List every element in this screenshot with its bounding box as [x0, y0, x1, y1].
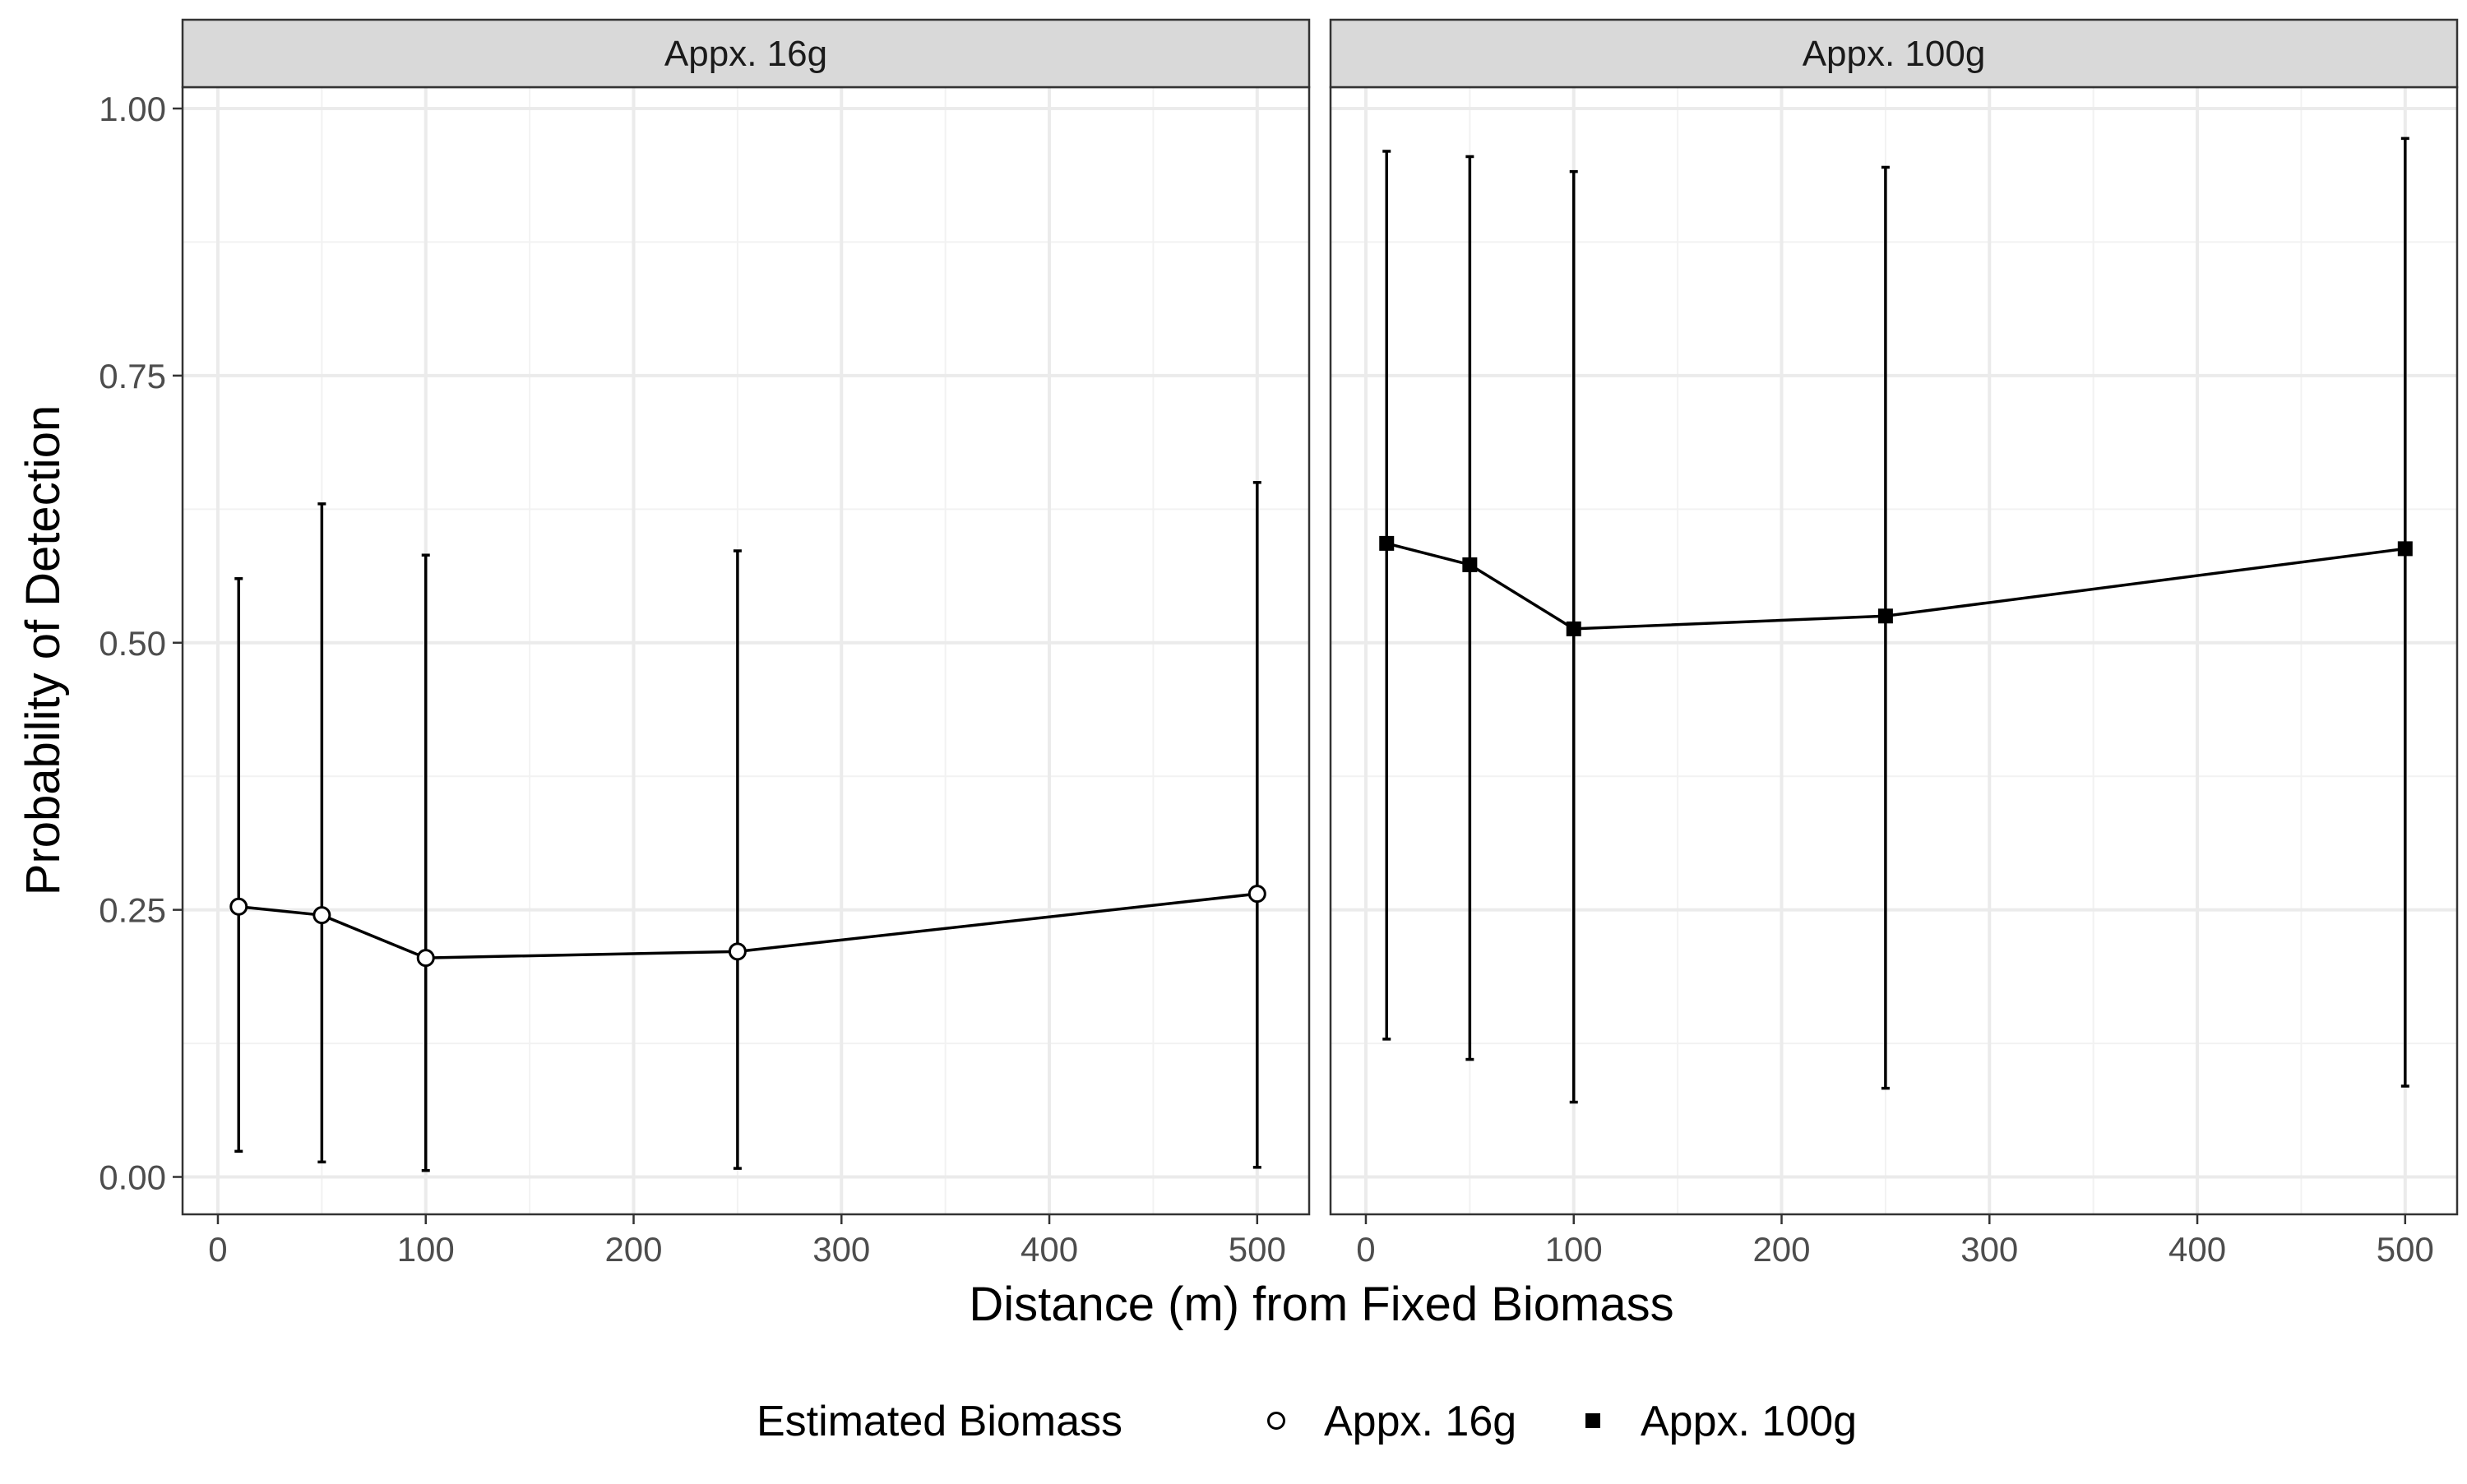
y-tick-label: 0.75	[99, 357, 166, 395]
data-point	[1379, 535, 1395, 551]
x-tick-label: 300	[812, 1230, 870, 1269]
data-point	[2397, 541, 2413, 557]
x-tick-label: 500	[2377, 1230, 2434, 1269]
panel-background	[183, 87, 1309, 1214]
legend-title: Estimated Biomass	[757, 1398, 1122, 1445]
x-tick-label: 200	[604, 1230, 662, 1269]
x-tick-label: 500	[1229, 1230, 1286, 1269]
legend-item-label: Appx. 16g	[1324, 1398, 1516, 1445]
data-point	[1877, 608, 1893, 624]
data-point	[728, 942, 747, 961]
data-point	[416, 949, 435, 968]
x-tick-label: 100	[397, 1230, 455, 1269]
x-tick-label: 100	[1545, 1230, 1603, 1269]
legend-item-label: Appx. 100g	[1641, 1398, 1857, 1445]
x-tick-label: 200	[1752, 1230, 1810, 1269]
x-tick-label: 0	[208, 1230, 227, 1269]
legend-key-open-circle	[1267, 1412, 1285, 1430]
data-point	[1462, 557, 1478, 572]
y-axis-title: Probability of Detection	[16, 405, 70, 895]
y-tick-label: 1.00	[99, 90, 166, 128]
x-axis-title: Distance (m) from Fixed Biomass	[969, 1278, 1673, 1331]
facet-strip	[1329, 18, 2459, 89]
data-point	[1247, 885, 1266, 904]
y-tick-label: 0.50	[99, 624, 166, 663]
facet-strip	[181, 18, 1311, 89]
data-point	[1566, 621, 1581, 636]
data-point	[229, 897, 248, 916]
y-tick-label: 0.00	[99, 1158, 166, 1197]
facet-strip-label: Appx. 100g	[1803, 34, 1986, 74]
panel-background	[1331, 87, 2457, 1214]
y-tick-label: 0.25	[99, 891, 166, 930]
x-tick-label: 0	[1356, 1230, 1375, 1269]
facet-strip-label: Appx. 16g	[664, 34, 827, 74]
x-tick-label: 300	[1960, 1230, 2018, 1269]
x-tick-label: 400	[1021, 1230, 1078, 1269]
data-point	[312, 906, 331, 925]
x-tick-label: 400	[2168, 1230, 2226, 1269]
legend-key-filled-square	[1585, 1413, 1600, 1428]
